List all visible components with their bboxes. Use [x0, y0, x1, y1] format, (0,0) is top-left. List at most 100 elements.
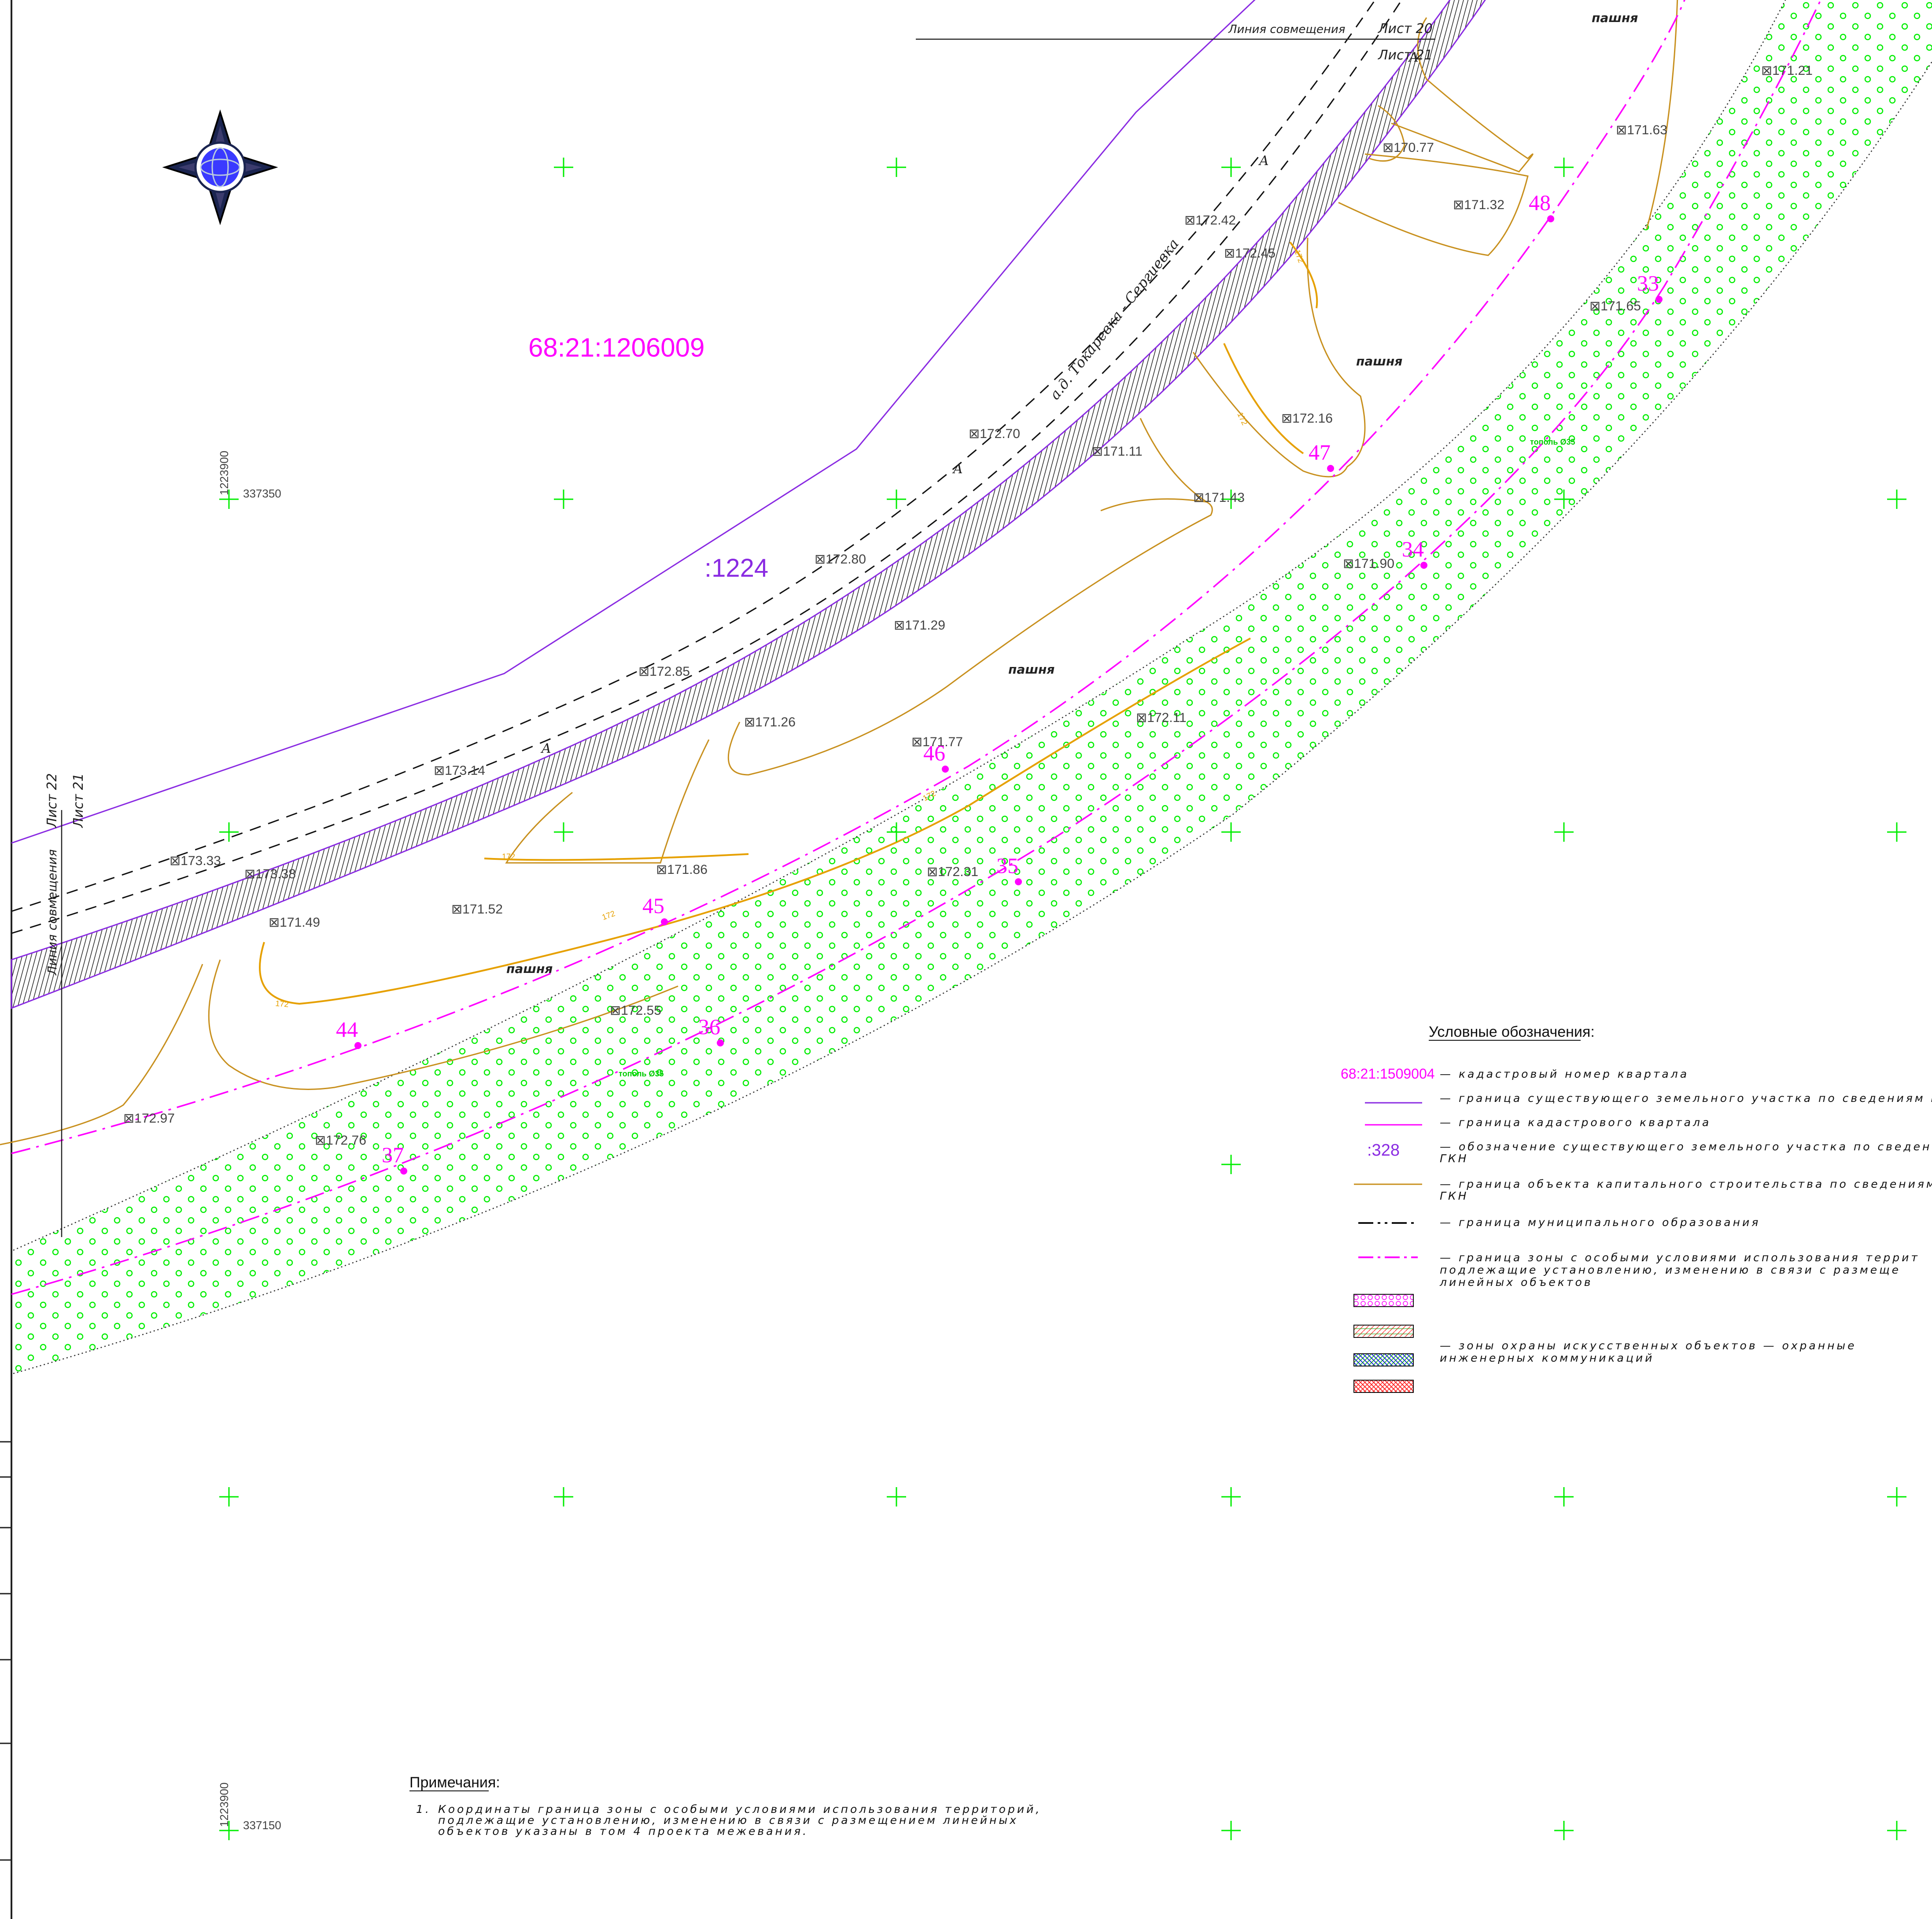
match-line-left-label: Линия совмещения: [45, 849, 59, 976]
contour-label: 172: [1293, 249, 1305, 264]
elevation-mark: ⊠171.77: [911, 735, 963, 749]
tree-belt: [13, 0, 1932, 1374]
match-line-left-sheet-b: Лист 21: [71, 773, 86, 828]
legend-text-parcel-number-2: ГКН: [1440, 1152, 1468, 1165]
match-line-top-sheet-lower: Лист 21: [1378, 48, 1433, 63]
legend-title: Условные обозначения:: [1429, 1024, 1595, 1040]
boundary-point-marker: [942, 766, 949, 773]
elevation-mark: ⊠172.97: [123, 1111, 175, 1126]
field-label: пашня: [1008, 662, 1054, 677]
elevation-mark: ⊠171.52: [451, 902, 503, 917]
elevation-mark: ⊠172.16: [1281, 411, 1333, 426]
elevation-mark: ⊠171.63: [1616, 123, 1667, 137]
elevation-mark: ⊠172.11: [1136, 711, 1187, 725]
contour-label: 172: [601, 909, 616, 922]
notes-number: 1.: [416, 1803, 431, 1816]
boundary-point-label: 35: [996, 853, 1018, 878]
road-embankment: [11, 0, 1486, 1009]
contour-lines: [259, 241, 1318, 1005]
notes-line-2: подлежащие установлению, изменению в свя…: [438, 1814, 1018, 1827]
boundary-point-label: 45: [642, 893, 664, 918]
field-labels: пашня пашня пашня пашня: [506, 11, 1638, 976]
boundary-point-label: 37: [382, 1142, 404, 1167]
notes-title: Примечания:: [409, 1774, 500, 1791]
road-edge-lower: [11, 0, 1403, 934]
notes-line-1: Координаты граница зоны с особыми услови…: [438, 1803, 1041, 1816]
parcel-label: :1224: [704, 554, 768, 582]
boundary-point-label: 36: [698, 1014, 720, 1039]
field-label: пашня: [1592, 11, 1638, 25]
boundary-point-marker: [1420, 562, 1427, 569]
legend-text-quarter: — кадастровый номер квартала: [1440, 1068, 1689, 1080]
road-edge-upper: [11, 0, 1376, 912]
coord-upper-vertical: 1223900: [218, 451, 231, 495]
boundary-point-label: 33: [1637, 271, 1659, 295]
elevation-marks: ⊠171.21 ⊠171.63 ⊠170.77 ⊠171.32 ⊠172.42 ⊠172.…: [123, 63, 1813, 1148]
tree-belt-outer-edge: [13, 61, 1932, 1374]
boundary-point-marker: [1655, 296, 1663, 303]
boundary-points: 33 34 35 36 37 44 45 46 47 48: [336, 190, 1663, 1175]
elevation-mark: ⊠171.26: [744, 715, 796, 729]
coord-lower-vertical: 1223900: [218, 1783, 231, 1827]
legend-swatch-red: [1353, 1380, 1414, 1393]
field-label: пашня: [506, 961, 553, 976]
legend-swatch-brick: [1353, 1325, 1414, 1338]
elevation-mark: ⊠171.21: [1761, 63, 1813, 78]
parcel-boundary-1224: [11, 0, 1256, 844]
contour-label: 172: [502, 852, 515, 861]
tree-label: тополь Ø35: [1530, 438, 1575, 446]
legend-swatch-hex: [1353, 1294, 1414, 1307]
match-line-left-sheet-a: Лист 22: [44, 773, 60, 828]
legend-text-protection-zones-2: инженерных коммуникаций: [1440, 1352, 1654, 1364]
elevation-mark: ⊠173.38: [244, 867, 296, 881]
boundary-point-marker: [400, 1168, 407, 1175]
elevation-mark: ⊠172.85: [638, 664, 690, 679]
elevation-mark: ⊠172.80: [815, 552, 866, 567]
legend-text-municipal-boundary: — граница муниципального образования: [1440, 1216, 1760, 1229]
coord-upper-horizontal: 337350: [243, 487, 281, 500]
legend-symbol-parcel-number: :328: [1367, 1141, 1400, 1160]
legend-text-zone-boundary-3: линейных объектов: [1439, 1276, 1593, 1289]
notes: Примечания: 1. Координаты граница зоны с…: [409, 1774, 1041, 1838]
legend-text-parcel-boundary: — граница существующего земельного участ…: [1440, 1092, 1932, 1105]
elevation-mark: ⊠172.42: [1184, 213, 1236, 228]
boundary-point-label: 48: [1529, 190, 1551, 215]
tree-belt-inner-edge: [13, 0, 1786, 1251]
coord-lower-horizontal: 337150: [243, 1819, 281, 1832]
grid-crosses: [219, 158, 1906, 1840]
road-marker: A: [1408, 50, 1419, 65]
tree-labels: тополь Ø35 тополь Ø35: [619, 438, 1575, 1078]
elevation-mark: ⊠171.29: [894, 618, 945, 633]
road-marker: A: [952, 461, 963, 477]
match-line-top-sheet-upper: Лист 20: [1378, 21, 1433, 37]
road-markers: A A A A: [540, 50, 1419, 756]
boundary-point-marker: [354, 1042, 361, 1049]
elevation-mark: ⊠173.33: [170, 854, 221, 868]
boundary-point-marker: [1015, 878, 1022, 885]
field-label: пашня: [1356, 354, 1402, 368]
boundary-point-marker: [661, 918, 668, 925]
elevation-mark: ⊠171.65: [1589, 299, 1641, 313]
boundary-point-label: 44: [336, 1017, 358, 1042]
elevation-mark: ⊠171.86: [656, 862, 708, 877]
legend-text-capital-object-2: ГКН: [1440, 1190, 1468, 1202]
capital-objects: [0, 0, 1678, 1146]
elevation-mark: ⊠170.77: [1383, 140, 1434, 155]
legend-text-zone-boundary: — граница зоны с особыми условиями испол…: [1440, 1251, 1920, 1264]
quarter-label: 68:21:1206009: [528, 333, 704, 362]
zone-boundary-upper: [11, 0, 1685, 1154]
legend-swatch-blue: [1353, 1353, 1414, 1367]
legend-text-capital-object: — граница объекта капитального строитель…: [1440, 1178, 1932, 1190]
legend: Условные обозначения: 68:21:1509004 — ка…: [1341, 1024, 1932, 1393]
elevation-mark: ⊠172.45: [1224, 246, 1276, 261]
legend-text-zone-boundary-2: подлежащие установлению, изменению в свя…: [1440, 1263, 1901, 1276]
match-line-top-label: Линия совмещения: [1228, 23, 1345, 36]
elevation-mark: ⊠171.43: [1193, 490, 1245, 505]
contour-label: 172: [275, 999, 289, 1009]
elevation-mark: ⊠172.76: [315, 1133, 366, 1148]
tree-label: тополь Ø35: [619, 1069, 664, 1078]
road-marker: A: [540, 741, 551, 756]
legend-symbol-quarter: 68:21:1509004: [1341, 1066, 1435, 1082]
elevation-mark: ⊠173.14: [434, 763, 485, 778]
